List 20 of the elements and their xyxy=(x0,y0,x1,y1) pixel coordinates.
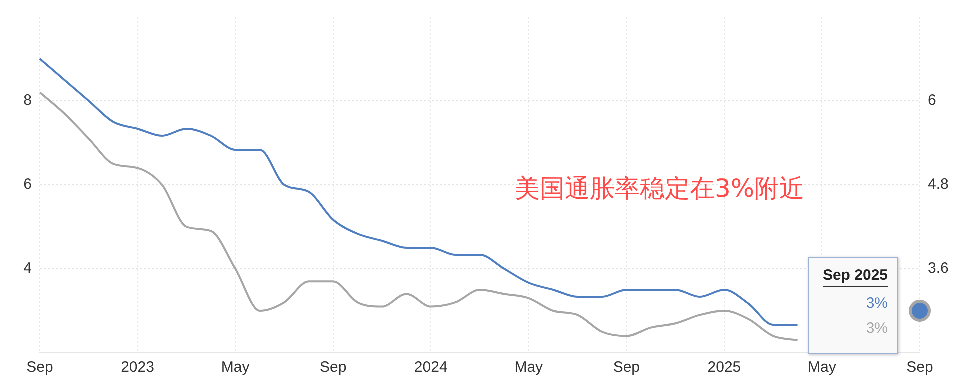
y-tick-label: 8 xyxy=(24,92,32,110)
annotation: 3% xyxy=(865,320,888,337)
x-tick-label: Sep xyxy=(613,359,640,376)
annotation: Sep 2025 xyxy=(822,267,888,287)
x-tick-label: Sep xyxy=(26,359,54,376)
x-tick-label: 2025 xyxy=(708,359,742,376)
x-tick-label: 2024 xyxy=(414,359,448,376)
annotation: 美国通胀率稳定在3%附近 xyxy=(515,173,805,205)
x-tick-label: May xyxy=(221,359,250,376)
x-tick-label: Sep xyxy=(320,359,347,376)
x-tick-label: May xyxy=(808,359,837,376)
y2-tick-label: 3.6 xyxy=(928,260,949,278)
x-tick-label: 2023 xyxy=(121,359,154,376)
annotation: 3% xyxy=(865,295,888,312)
y2-tick-label: 4.8 xyxy=(928,176,949,194)
x-tick-label: Sep xyxy=(906,359,934,376)
y-tick-label: 4 xyxy=(24,260,32,278)
y-tick-label: 6 xyxy=(24,176,32,194)
y2-tick-label: 6 xyxy=(928,92,936,110)
x-tick-label: May xyxy=(514,359,544,376)
